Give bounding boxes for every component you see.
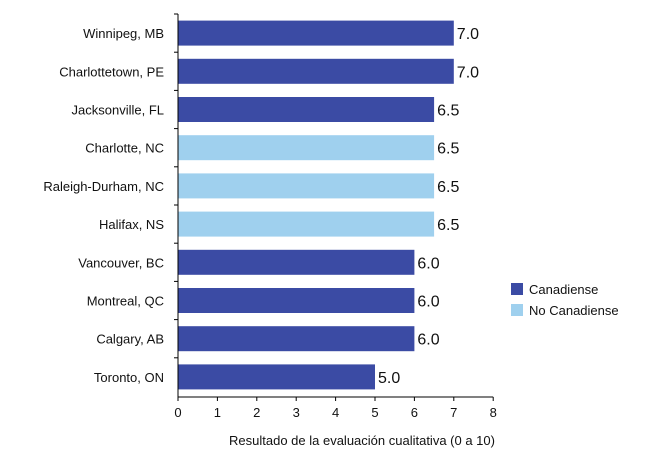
bar-8 [178, 326, 415, 352]
value-label-9: 5.0 [378, 370, 400, 387]
bar-7 [178, 288, 415, 313]
category-label-0: Winnipeg, MB [83, 26, 164, 41]
x-tick-label-6: 6 [411, 405, 418, 420]
category-label-2: Jacksonville, FL [72, 103, 164, 118]
category-label-5: Halifax, NS [99, 217, 164, 232]
value-label-8: 6.0 [417, 332, 439, 349]
value-label-6: 6.0 [417, 255, 439, 272]
x-tick-label-7: 7 [450, 405, 457, 420]
bar-1 [178, 58, 454, 84]
x-tick-label-4: 4 [332, 405, 339, 420]
x-tick-label-3: 3 [293, 405, 300, 420]
value-label-0: 7.0 [457, 26, 479, 43]
bars-group [178, 20, 454, 390]
value-labels-group: 7.0 7.0 6.5 6.5 6.5 6.5 6.0 6.0 6.0 5.0 [378, 26, 479, 387]
legend-swatch-0 [511, 283, 523, 295]
legend: Canadiense No Canadiense [511, 282, 619, 318]
legend-swatch-1 [511, 304, 523, 316]
category-labels-group: Winnipeg, MB Charlottetown, PE Jacksonvill… [43, 26, 164, 385]
value-label-3: 6.5 [437, 141, 459, 158]
category-label-7: Montreal, QC [87, 294, 164, 309]
bar-6 [178, 249, 415, 275]
bar-4 [178, 173, 435, 199]
x-tick-label-8: 8 [490, 405, 497, 420]
value-label-7: 6.0 [417, 294, 439, 311]
x-tick-label-2: 2 [253, 405, 260, 420]
x-tick-label-1: 1 [214, 405, 221, 420]
x-ticks-group: 0 1 2 3 4 5 6 7 8 [174, 13, 497, 420]
value-label-4: 6.5 [437, 179, 459, 196]
value-label-2: 6.5 [437, 103, 459, 120]
legend-label-0: Canadiense [529, 282, 598, 297]
category-label-3: Charlotte, NC [85, 141, 164, 156]
bar-9 [178, 364, 375, 390]
category-label-8: Calgary, AB [96, 332, 164, 347]
category-label-1: Charlottetown, PE [59, 64, 164, 79]
category-label-9: Toronto, ON [94, 370, 164, 385]
bar-3 [178, 135, 435, 161]
x-axis-label: Resultado de la evaluación cualitativa (… [229, 433, 495, 448]
value-label-5: 6.5 [437, 217, 459, 234]
bar-0 [178, 20, 454, 46]
category-label-4: Raleigh-Durham, NC [43, 179, 164, 194]
bar-5 [178, 211, 435, 237]
x-tick-label-5: 5 [371, 405, 378, 420]
value-label-1: 7.0 [457, 64, 479, 81]
category-label-6: Vancouver, BC [78, 255, 164, 270]
legend-label-1: No Canadiense [529, 303, 619, 318]
x-tick-label-0: 0 [174, 405, 181, 420]
bar-2 [178, 97, 435, 122]
